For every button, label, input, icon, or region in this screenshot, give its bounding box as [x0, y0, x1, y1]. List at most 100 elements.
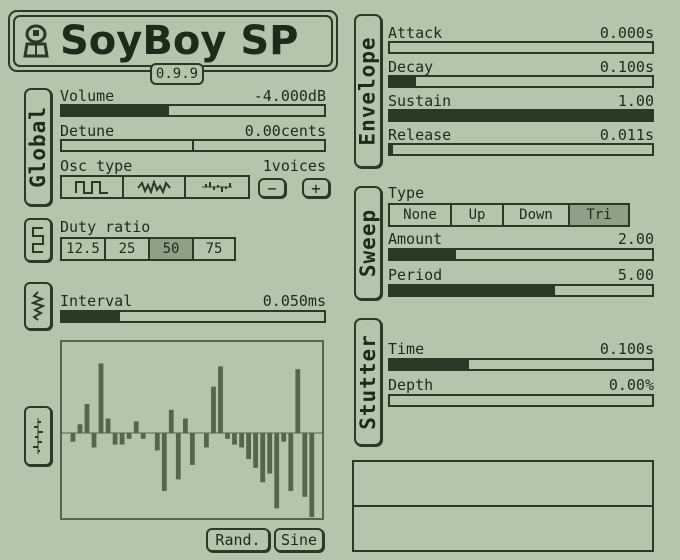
wavetable-editor[interactable]: [60, 340, 324, 520]
sine-button[interactable]: Sine: [274, 528, 324, 552]
logo-icon: [22, 22, 50, 60]
wavetable-sample-bar[interactable]: [281, 433, 287, 442]
sweep-type-selector[interactable]: None Up Down Tri: [388, 203, 630, 227]
tab-stutter[interactable]: Stutter: [354, 318, 382, 446]
wavetable-sample-bar[interactable]: [288, 433, 294, 491]
release-slider-fill: [390, 145, 393, 154]
sweep-period-slider[interactable]: [388, 284, 654, 297]
wavetable-sample-bar[interactable]: [211, 386, 216, 433]
wavetable-sample-bar[interactable]: [98, 363, 104, 433]
volume-slider-fill: [62, 106, 170, 115]
volume-slider[interactable]: [60, 104, 326, 117]
wavetable-sample-bar[interactable]: [154, 433, 160, 451]
wavetable-sample-bar[interactable]: [112, 433, 118, 445]
wavetable-sample-bar[interactable]: [84, 404, 90, 433]
wavetable-sample-bar[interactable]: [133, 421, 139, 433]
wavetable-sample-bar[interactable]: [119, 433, 125, 445]
waveform-monitor: [352, 460, 654, 552]
version-badge: 0.9.9: [150, 63, 204, 85]
wavetable-sample-bar[interactable]: [105, 418, 111, 434]
tab-sweep[interactable]: Sweep: [354, 186, 382, 300]
waveform-table-icon: [33, 418, 43, 454]
wavetable-sample-bar[interactable]: [253, 433, 258, 468]
sweep-period-label: Period: [388, 266, 443, 284]
voices-decrement-button[interactable]: −: [258, 178, 286, 198]
wavetable-sample-bar[interactable]: [267, 433, 273, 474]
wavetable-sample-bar[interactable]: [204, 433, 209, 448]
sweep-option-tri[interactable]: Tri: [570, 205, 628, 225]
wavetable-sample-bar[interactable]: [91, 433, 97, 448]
wavetable-sample-bar[interactable]: [274, 433, 280, 509]
wavetable-sample-bar[interactable]: [239, 433, 244, 448]
sweep-amount-slider[interactable]: [388, 248, 654, 261]
detune-value: 0.00cents: [244, 122, 326, 140]
wavetable-sample-bar[interactable]: [225, 433, 230, 439]
wavetable-sample-bar[interactable]: [183, 418, 188, 434]
waveform-table-icon[interactable]: [186, 177, 248, 197]
voices-value: 1voices: [262, 157, 326, 175]
wavetable-sample-bar[interactable]: [161, 433, 167, 491]
sweep-option-down[interactable]: Down: [504, 205, 570, 225]
wavetable-sample-bar[interactable]: [302, 433, 308, 497]
attack-slider[interactable]: [388, 41, 654, 54]
sweep-option-up[interactable]: Up: [452, 205, 504, 225]
wavetable-sample-bar[interactable]: [246, 433, 251, 460]
release-label: Release: [388, 126, 452, 144]
release-slider[interactable]: [388, 143, 654, 156]
osc-type-label: Osc type: [60, 157, 133, 175]
wavetable-sample-bar[interactable]: [126, 433, 132, 439]
attack-label: Attack: [388, 24, 443, 42]
wavetable-sample-bar[interactable]: [260, 433, 266, 483]
interval-slider-fill: [62, 312, 120, 321]
sustain-value: 1.00: [617, 92, 654, 110]
volume-label: Volume: [60, 87, 115, 105]
tab-envelope-label: Envelope: [356, 36, 380, 146]
monitor-baseline: [354, 505, 652, 507]
sustain-slider[interactable]: [388, 109, 654, 122]
square-tab[interactable]: [24, 218, 52, 262]
stutter-time-label: Time: [388, 340, 425, 358]
osc-type-selector[interactable]: [60, 175, 250, 199]
tab-sweep-label: Sweep: [356, 208, 380, 278]
stutter-time-slider[interactable]: [388, 358, 654, 371]
wavetable-sample-bar[interactable]: [168, 409, 174, 433]
app-title: SoyBoy SP: [60, 18, 299, 64]
decay-value: 0.100s: [599, 58, 654, 76]
detune-slider[interactable]: [60, 139, 326, 152]
stutter-time-value: 0.100s: [599, 340, 654, 358]
wavetable-sample-bar[interactable]: [190, 433, 195, 465]
wavetable-sample-bar[interactable]: [175, 433, 181, 480]
wavetable-plot: [62, 363, 322, 518]
stutter-depth-slider[interactable]: [388, 394, 654, 407]
wavetable-sample-bar[interactable]: [70, 433, 76, 442]
sweep-amount-value: 2.00: [617, 230, 654, 248]
stutter-depth-value: 0.00%: [608, 376, 654, 394]
duty-option-75[interactable]: 75: [205, 241, 223, 257]
interval-slider[interactable]: [60, 310, 326, 323]
voices-increment-button[interactable]: +: [302, 178, 330, 198]
noise-wave-icon[interactable]: [124, 177, 186, 197]
interval-value: 0.050ms: [262, 292, 326, 310]
wavetable-sample-bar[interactable]: [77, 424, 83, 433]
decay-slider[interactable]: [388, 75, 654, 88]
tab-global[interactable]: Global: [24, 88, 52, 206]
duty-option-12-5[interactable]: 12.5: [62, 239, 106, 259]
sweep-period-value: 5.00: [617, 266, 654, 284]
square-wave-icon[interactable]: [62, 177, 124, 197]
duty-ratio-selector[interactable]: 12.5 25 50 75: [60, 237, 236, 261]
volume-value: -4.000dB: [253, 87, 326, 105]
sustain-label: Sustain: [388, 92, 452, 110]
duty-option-50[interactable]: 50: [150, 239, 194, 259]
sweep-option-none[interactable]: None: [390, 205, 452, 225]
random-button[interactable]: Rand.: [206, 528, 270, 552]
sweep-period-slider-fill: [390, 286, 556, 295]
noise-tab[interactable]: [24, 282, 52, 330]
wavetable-sample-bar[interactable]: [140, 433, 146, 439]
wavetable-sample-bar[interactable]: [218, 366, 223, 433]
tab-envelope[interactable]: Envelope: [354, 14, 382, 168]
duty-option-25[interactable]: 25: [106, 239, 150, 259]
wavetable-sample-bar[interactable]: [309, 433, 315, 518]
wavetable-tab[interactable]: [24, 406, 52, 466]
wavetable-sample-bar[interactable]: [232, 433, 237, 445]
wavetable-sample-bar[interactable]: [295, 369, 301, 433]
